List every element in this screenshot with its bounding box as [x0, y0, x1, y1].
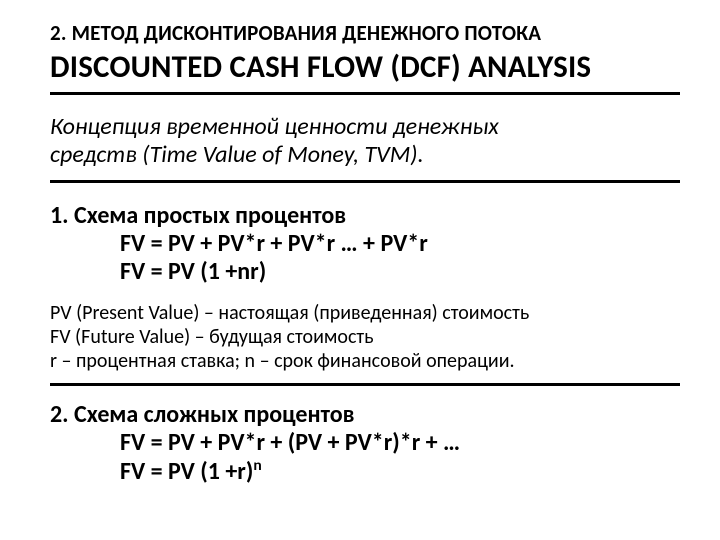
section-2-formula-1: FV = PV + PV*r + (PV + PV*r)*r + …	[120, 429, 680, 458]
heading-dcf: DISCOUNTED CASH FLOW (DCF) ANALYSIS	[50, 48, 680, 95]
concept-line-1: Концепция временной ценности денежных	[50, 112, 499, 141]
spacer	[50, 287, 680, 301]
spacer	[50, 386, 680, 400]
concept-block: Концепция временной ценности денежных ср…	[50, 113, 680, 183]
definitions-block: PV (Present Value) – настоящая (приведен…	[50, 301, 680, 386]
heading-method: 2. МЕТОД ДИСКОНТИРОВАНИЯ ДЕНЕЖНОГО ПОТОК…	[50, 20, 680, 46]
def-rn: r – процентная ставка; n – срок финансов…	[50, 349, 515, 373]
concept-line-2: средств (Time Value of Money, TVM).	[50, 140, 424, 169]
section-1-formula-1: FV = PV + PV*r + PV*r … + PV*r	[120, 230, 680, 259]
section-2-title: 2. Схема сложных процентов	[50, 400, 680, 429]
section-1-formula-2: FV = PV (1 +nr)	[120, 258, 680, 287]
formula-2-base: FV = PV (1 +r)	[120, 457, 253, 486]
slide-page: 2. МЕТОД ДИСКОНТИРОВАНИЯ ДЕНЕЖНОГО ПОТОК…	[0, 0, 720, 507]
section-2-formula-2: FV = PV (1 +r)n	[120, 458, 680, 487]
formula-2-exponent: n	[253, 456, 261, 475]
def-pv: PV (Present Value) – настоящая (приведен…	[50, 301, 529, 325]
section-1-title: 1. Схема простых процентов	[50, 201, 680, 230]
def-fv: FV (Future Value) – будущая стоимость	[50, 325, 374, 349]
